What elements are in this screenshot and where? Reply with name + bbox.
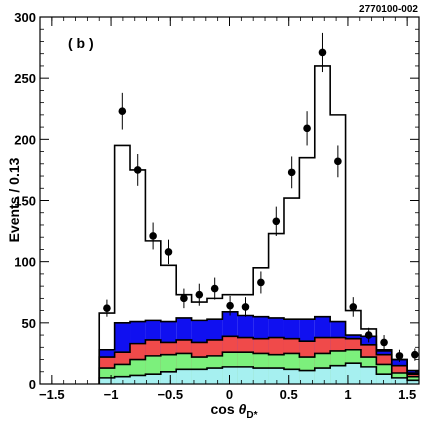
data-point-9 (241, 303, 250, 311)
x-tick-label-6: 1.5 (398, 387, 416, 402)
y-tick-label-4: 200 (14, 132, 36, 147)
y-tick-label-5: 250 (14, 71, 36, 86)
x-tick-label-4: 0.5 (280, 387, 298, 402)
fill-bar-0-15 (330, 365, 346, 384)
fill-bar-0-9 (237, 366, 254, 384)
data-point-12 (287, 168, 296, 177)
data-point-5 (180, 294, 188, 303)
axes (39, 16, 420, 385)
fill-bar-0-7 (206, 368, 223, 384)
fill-outline-0 (98, 362, 419, 384)
fill-bar-0-6 (191, 369, 207, 384)
y-tick-label-1: 50 (22, 316, 36, 331)
data-point-1 (118, 107, 127, 115)
fill-bar-0-5 (176, 369, 192, 384)
x-axis-title-subscript: D* (246, 410, 257, 421)
data-point-11 (272, 217, 281, 226)
y-tick-label-3: 150 (14, 194, 36, 209)
x-tick-label-5: 1 (344, 387, 351, 402)
data-point-19 (395, 352, 404, 360)
data-point-16 (349, 303, 358, 311)
y-tick-label-6: 300 (14, 10, 36, 25)
data-point-18 (380, 338, 388, 347)
fill-bar-0-1 (114, 376, 131, 384)
data-point-8 (226, 301, 234, 310)
panel-label: ( b ) (68, 35, 94, 51)
x-axis-title: cos θD* (211, 401, 258, 421)
fill-bar-0-8 (222, 366, 238, 384)
fill-bar-0-2 (130, 375, 146, 384)
data-point-15 (334, 157, 342, 166)
data-point-6 (195, 290, 204, 299)
fill-bar-0-20 (407, 380, 419, 384)
fill-bar-0-14 (314, 368, 331, 384)
fill-outline-1 (98, 348, 419, 384)
data-point-4 (164, 248, 173, 256)
data-point-14 (318, 48, 327, 57)
y-tick-label-2: 100 (14, 255, 36, 270)
fill-outline-3 (98, 311, 419, 384)
axis-labels: −1.5 −1 −0.5 0 0.5 1 1.5 0 50 100 150 200 250 300 (14, 10, 416, 402)
data-point-20 (411, 350, 419, 359)
fill-outline-2 (98, 335, 419, 384)
data-point-10 (257, 278, 265, 287)
fill-bar-0-16 (345, 363, 361, 384)
step-line (98, 65, 419, 384)
fill-bar-0-10 (253, 368, 269, 384)
stacked-fills (98, 311, 419, 384)
x-axis-title-main: cos (211, 401, 239, 417)
data-point-7 (210, 284, 219, 293)
total-step-histogram (98, 65, 419, 384)
x-tick-label-1: −1 (104, 387, 119, 402)
data-point-3 (149, 232, 157, 240)
fill-bar-0-0 (99, 377, 115, 384)
fill-bar-0-17 (360, 366, 377, 384)
fill-bar-0-4 (160, 371, 177, 384)
fill-bar-0-11 (268, 368, 284, 384)
y-tick-label-0: 0 (29, 377, 36, 392)
x-tick-label-3: 0 (226, 387, 233, 402)
data-point-0 (103, 304, 111, 312)
figure-id: 2770100-002 (359, 4, 418, 15)
x-axis-title-theta: θ (239, 401, 247, 417)
data-point-17 (364, 331, 373, 339)
fill-bar-0-19 (391, 377, 408, 384)
data-points (103, 32, 419, 362)
data-point-13 (303, 124, 311, 133)
fill-bar-0-12 (283, 369, 300, 384)
x-tick-label-0: −1.5 (39, 387, 65, 402)
data-point-2 (133, 166, 142, 174)
x-tick-label-2: −0.5 (157, 387, 183, 402)
fill-bar-0-3 (145, 374, 161, 384)
fill-bar-0-13 (299, 370, 315, 384)
fill-bar-0-18 (376, 374, 392, 384)
y-axis-title: Events / 0.13 (6, 157, 22, 242)
